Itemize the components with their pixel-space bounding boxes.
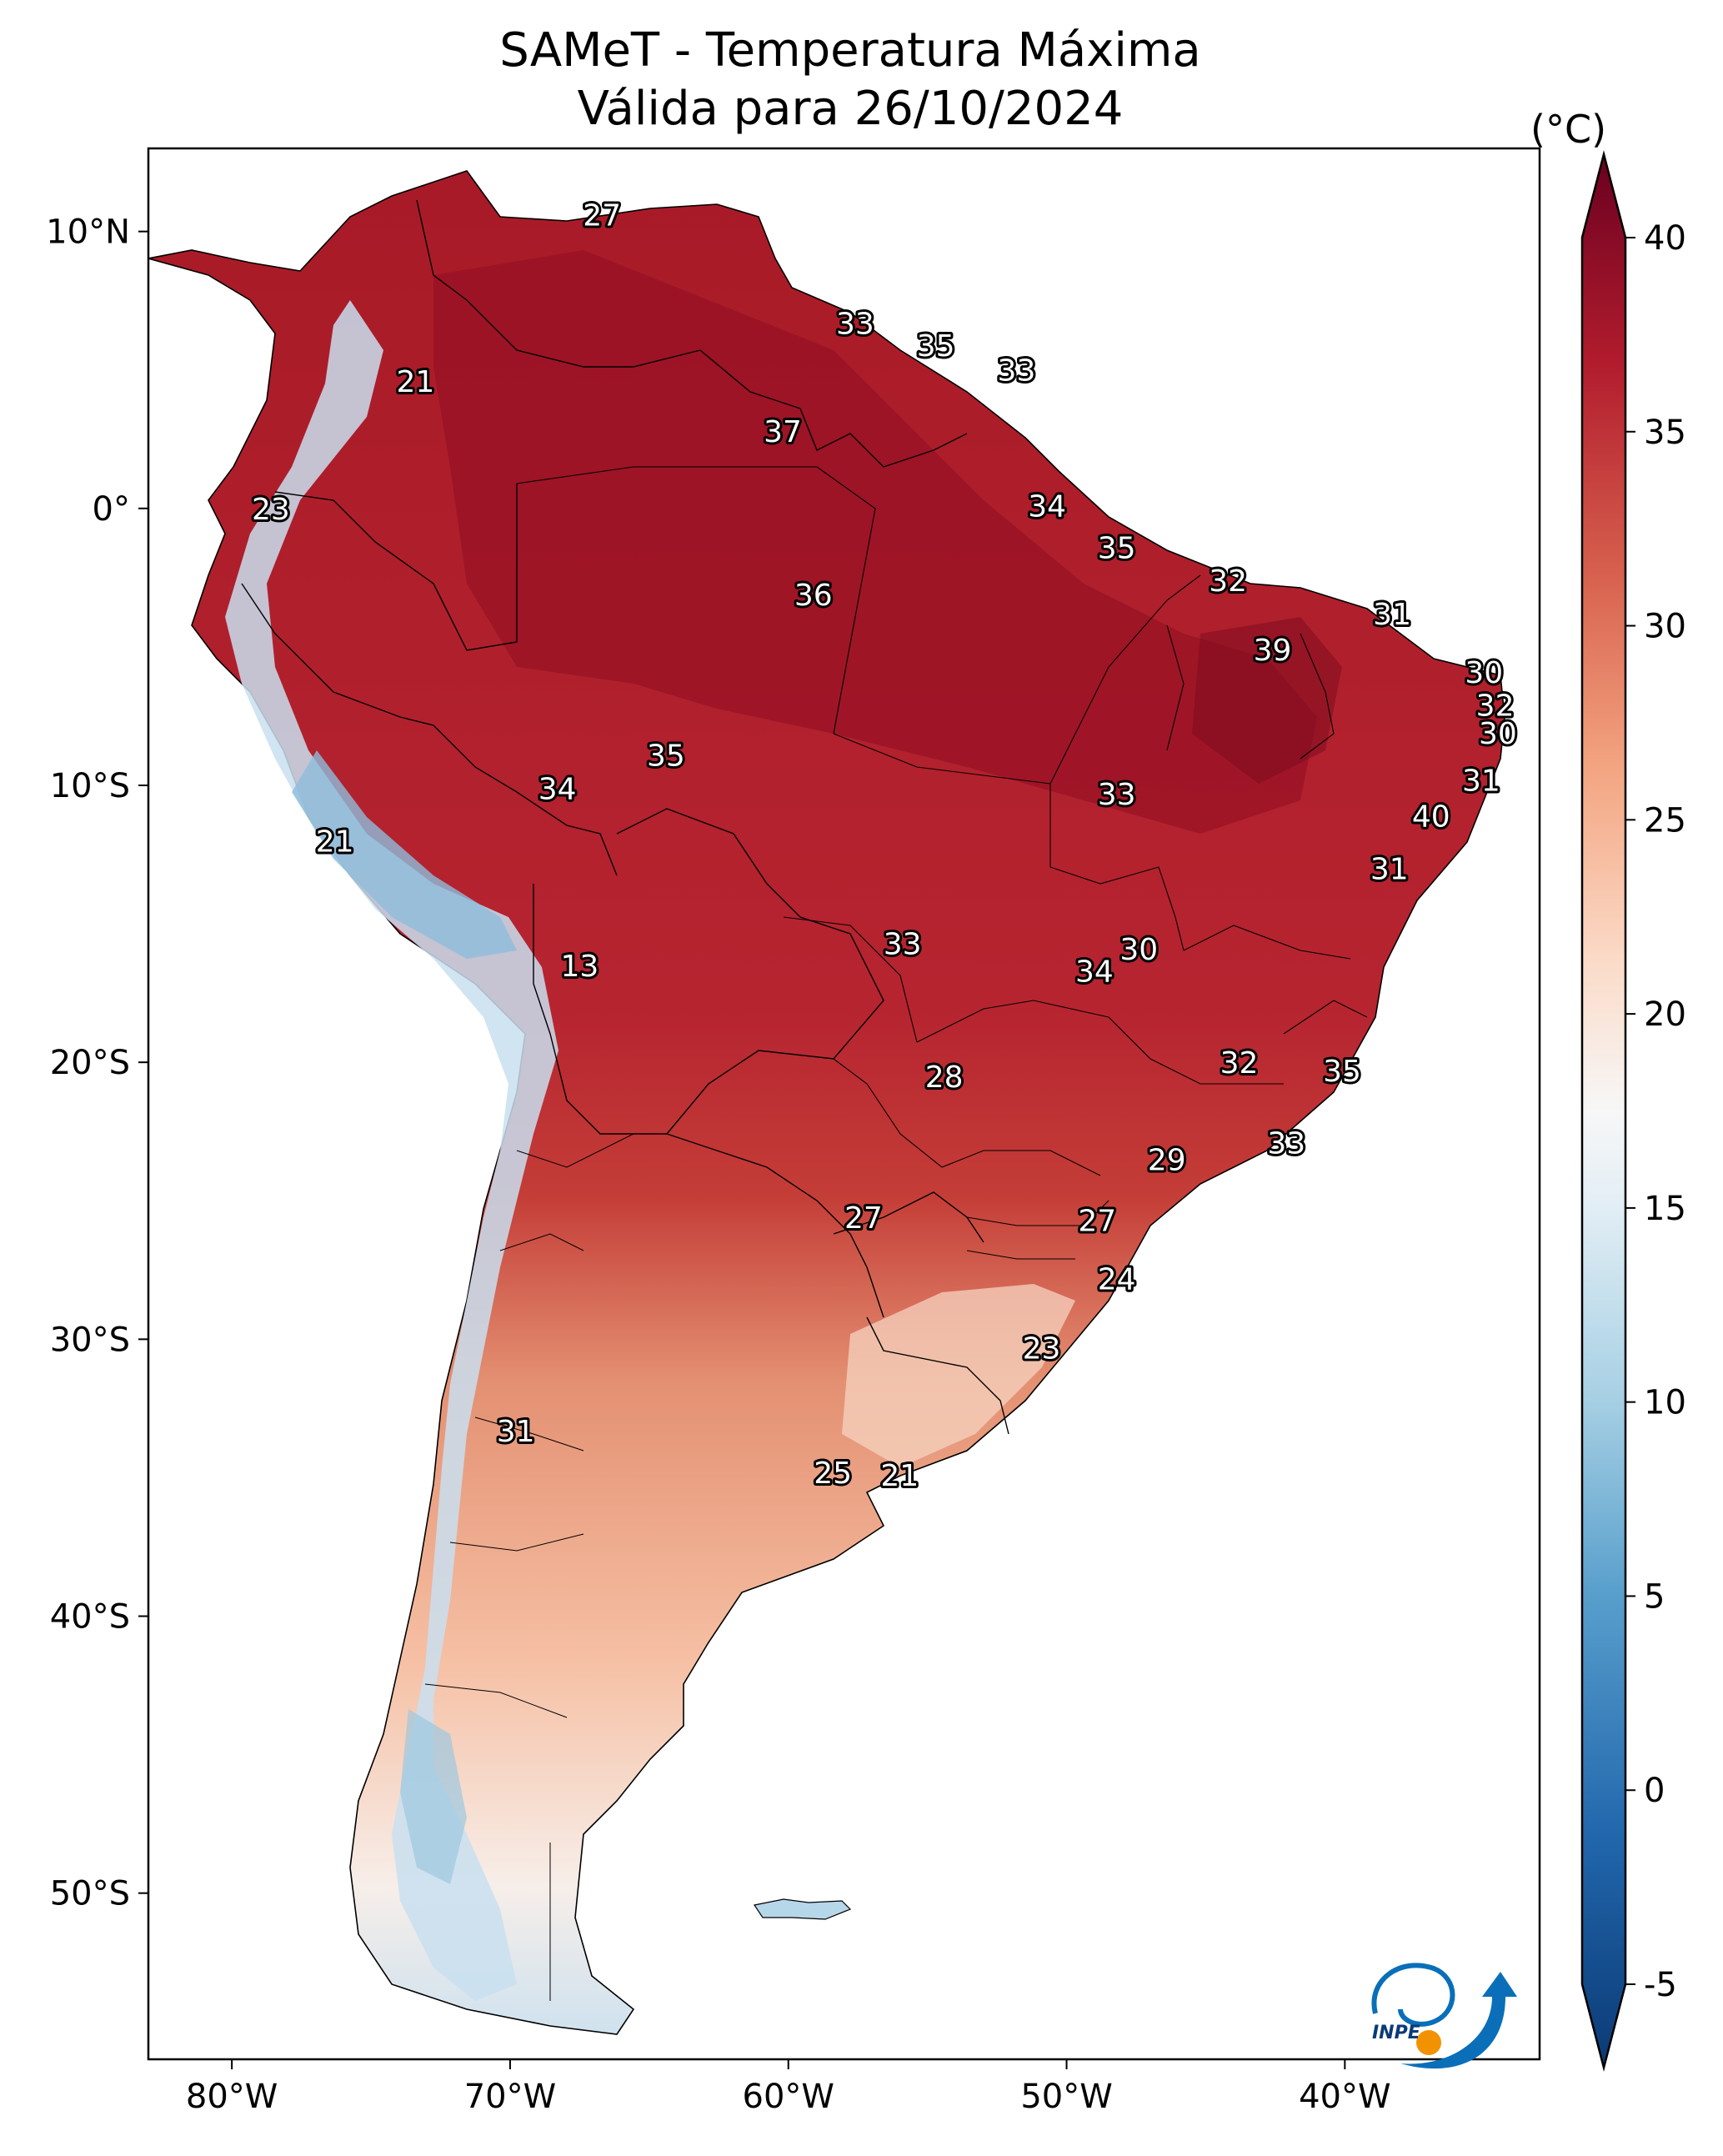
temperature-label: 35 [917, 329, 955, 364]
colorbar: 40 35 30 25 20 15 10 5 0 -5 [1580, 150, 1686, 2072]
temperature-label: 31 [1462, 764, 1500, 798]
colorbar-tick-label: 10 [1644, 1384, 1686, 1422]
country-borders [241, 199, 1009, 1435]
map-title: SAMeT - Temperatura Máxima [499, 23, 1201, 78]
lon-label: 40°W [1299, 2078, 1390, 2116]
temperature-label: 35 [1098, 531, 1136, 565]
lat-label: 40°S [50, 1598, 130, 1637]
hot-core-northeast [1192, 617, 1342, 784]
colorbar-tick-label: 40 [1644, 219, 1686, 258]
temperature-label: 23 [1023, 1331, 1061, 1366]
temperature-label: 39 [1254, 634, 1292, 668]
temperature-label: 35 [1323, 1055, 1361, 1089]
temperature-label: 30 [1119, 933, 1158, 967]
lat-label: 20°S [50, 1044, 130, 1082]
hot-core [433, 250, 1317, 834]
temperature-label: 30 [1479, 717, 1517, 751]
state-borders [516, 466, 1368, 1260]
inpe-arrow-icon [1400, 1972, 1517, 2069]
colorbar-scale [1580, 150, 1627, 2072]
temperature-label: 21 [316, 825, 354, 859]
temperature-label: 24 [1098, 1262, 1136, 1296]
falkland-islands [754, 1898, 852, 1920]
inpe-logo: INPE [1371, 1963, 1517, 2069]
temperature-label: 34 [1028, 490, 1066, 524]
colorbar-ticks: 40 35 30 25 20 15 10 5 0 -5 [1625, 219, 1686, 2004]
temperature-label: 29 [1148, 1143, 1186, 1177]
temperature-label: 21 [397, 365, 435, 399]
temperature-label: 27 [844, 1201, 883, 1236]
lon-labels: 80°W 70°W 60°W 50°W 40°W [186, 2078, 1391, 2116]
colorbar-tick-label: 20 [1644, 995, 1686, 1034]
lat-label: 10°S [50, 767, 130, 805]
colorbar-tick-label: 0 [1644, 1772, 1665, 1810]
colorbar-tick-label: 5 [1644, 1577, 1665, 1616]
temperature-label: 32 [1220, 1046, 1259, 1081]
province-borders [424, 1133, 667, 2001]
temperature-label: 32 [1209, 564, 1247, 599]
lat-label: 10°N [46, 213, 130, 252]
temperature-label: 35 [647, 739, 685, 773]
colorbar-tick-label: 25 [1644, 801, 1686, 840]
inpe-dot-icon [1416, 2030, 1441, 2055]
colorbar-unit: (°C) [1530, 107, 1607, 152]
temperature-label: 31 [497, 1415, 535, 1449]
temperature-label: 40 [1412, 800, 1450, 835]
temperature-label: 33 [836, 307, 874, 341]
temperature-label: 33 [884, 927, 922, 961]
temperature-label: 23 [252, 493, 290, 527]
temperature-label: 31 [1373, 598, 1411, 632]
temperature-label: 34 [1075, 955, 1114, 990]
temperature-label: 33 [998, 354, 1036, 389]
andes-coldest [292, 750, 517, 959]
lon-label: 60°W [743, 2078, 834, 2116]
southern-brazil-mild [842, 1284, 1075, 1467]
inpe-logo-text: INPE [1372, 2023, 1420, 2043]
temperature-label: 13 [560, 950, 599, 984]
lat-label: 50°S [50, 1875, 130, 1913]
temperature-label: 21 [880, 1459, 919, 1493]
map-layers [148, 170, 1505, 2035]
temperature-label: 34 [538, 772, 577, 806]
southern-andes-cold [400, 1709, 467, 1884]
temperature-label: 27 [1078, 1205, 1116, 1239]
temperature-label: 32 [1476, 689, 1515, 724]
temperature-label: 33 [1098, 778, 1136, 812]
colorbar-tick-label: -5 [1644, 1966, 1677, 2004]
temperature-label: 25 [814, 1457, 852, 1491]
colorbar-tick-label: 35 [1644, 414, 1686, 452]
lat-labels: 10°N 0° 10°S 20°S 30°S 40°S 50°S [46, 213, 130, 1913]
lat-label: 0° [93, 490, 130, 529]
inpe-swirl-icon [1371, 1963, 1455, 2027]
colorbar-tick-label: 15 [1644, 1190, 1686, 1228]
lon-label: 80°W [186, 2078, 278, 2116]
temperature-label: 37 [764, 415, 802, 449]
lon-label: 50°W [1020, 2078, 1112, 2116]
temperature-label: 36 [794, 579, 833, 613]
colorbar-tick-label: 30 [1644, 608, 1686, 646]
temperature-label: 30 [1465, 656, 1503, 690]
temperature-label: 33 [1267, 1127, 1305, 1161]
lat-label: 30°S [50, 1321, 130, 1359]
temperature-label: 27 [583, 199, 621, 233]
temperature-label: 31 [1370, 853, 1409, 887]
axis-ticks [138, 230, 1346, 2069]
lon-label: 70°W [464, 2078, 556, 2116]
map-subtitle: Válida para 26/10/2024 [577, 82, 1124, 136]
temperature-label: 28 [925, 1060, 964, 1095]
